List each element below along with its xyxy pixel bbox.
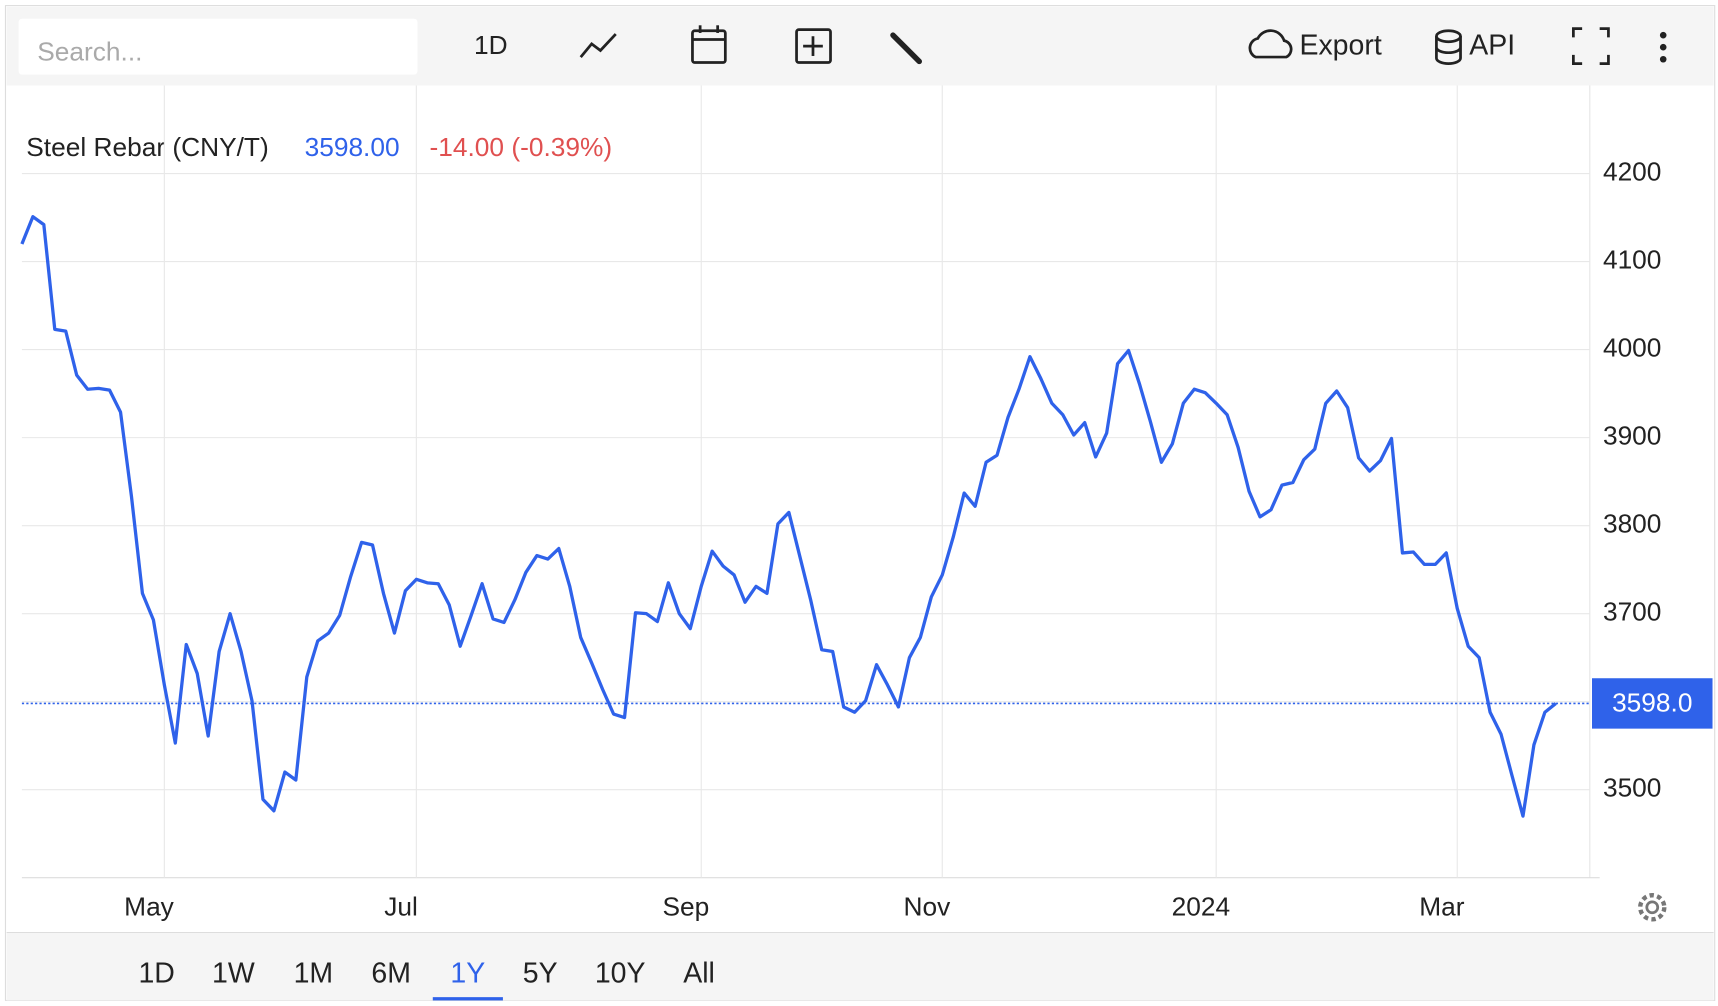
y-tick-label: 3700 (1603, 597, 1661, 627)
range-button[interactable]: 1D (138, 958, 174, 990)
y-tick-label: 3800 (1603, 509, 1661, 539)
range-button[interactable]: 1W (212, 958, 255, 990)
x-tick-label: Sep (663, 891, 710, 921)
range-button[interactable]: 1M (294, 958, 334, 990)
export-button[interactable]: Export (1299, 30, 1381, 62)
y-tick-label: 4200 (1603, 157, 1661, 187)
price-tag (1591, 678, 1713, 729)
price-line (20, 215, 1557, 818)
export-icon[interactable] (1248, 29, 1293, 59)
range-button[interactable]: 10Y (595, 958, 646, 990)
gear-icon[interactable] (1638, 893, 1667, 922)
chart-title: Steel Rebar (CNY/T) (26, 132, 268, 162)
price-tag-label: 3598.0 (1612, 687, 1692, 717)
range-button[interactable]: All (683, 958, 715, 990)
search-box[interactable] (18, 18, 418, 75)
x-tick-label: Jul (384, 891, 418, 921)
frame (4, 5, 1716, 1001)
y-tick-label: 4100 (1603, 245, 1661, 275)
api-button[interactable]: API (1469, 30, 1515, 62)
range-bar (6, 932, 1714, 1001)
calendar-icon[interactable] (691, 25, 727, 64)
x-tick-label: Mar (1419, 891, 1465, 921)
x-tick-label: Nov (904, 891, 952, 921)
more-menu-icon[interactable] (1659, 31, 1667, 63)
price-change: -14.00 (-0.39%) (430, 132, 613, 162)
x-tick-label: May (124, 891, 175, 921)
add-indicator-icon[interactable] (795, 28, 832, 64)
range-button[interactable]: 1Y (450, 958, 485, 990)
range-button[interactable]: 6M (371, 958, 411, 990)
y-tick-label: 3500 (1603, 773, 1661, 803)
chart-type-icon[interactable] (579, 33, 617, 58)
y-tick-label: 4000 (1603, 333, 1661, 363)
range-button[interactable]: 5Y (523, 958, 558, 990)
interval-button[interactable]: 1D (474, 30, 508, 60)
settings-wrench-icon[interactable] (890, 32, 923, 65)
x-tick-label: 2024 (1172, 891, 1230, 921)
fullscreen-icon[interactable] (1572, 27, 1610, 66)
api-icon[interactable] (1435, 29, 1462, 66)
plot: 35003600370038003900400041004200MayJulSe… (20, 85, 1713, 1001)
range-selected-underline (432, 997, 503, 1001)
last-price: 3598.00 (305, 132, 400, 162)
search-placeholder[interactable]: Search... (37, 37, 142, 67)
y-tick-label: 3900 (1603, 421, 1661, 451)
